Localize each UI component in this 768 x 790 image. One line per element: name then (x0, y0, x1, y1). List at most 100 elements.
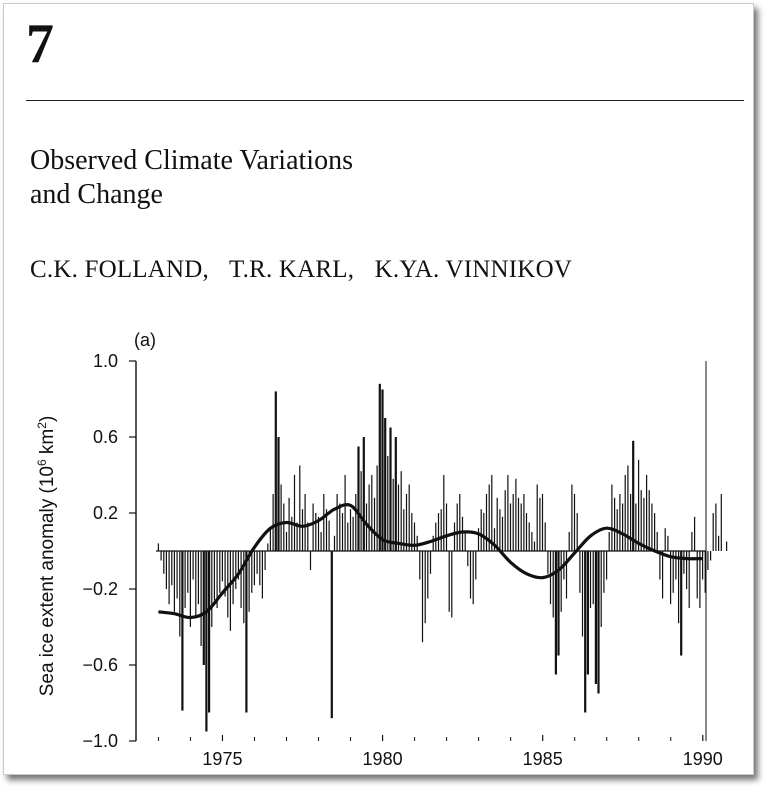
anomaly-bar (245, 551, 248, 713)
anomaly-bar (384, 418, 387, 551)
anomaly-bar (173, 551, 175, 612)
anomaly-bar (576, 513, 578, 551)
anomaly-bar (387, 456, 389, 551)
anomaly-bar (488, 484, 490, 551)
anomaly-bar (453, 522, 456, 551)
anomaly-bar (579, 551, 581, 593)
anomaly-bar (213, 551, 215, 601)
anomaly-bar (219, 551, 221, 593)
y-tick-label: −0.6 (82, 655, 118, 675)
anomaly-bar (187, 551, 189, 593)
anomaly-bar (408, 484, 410, 551)
anomaly-bar (309, 551, 312, 570)
anomaly-bar (464, 532, 466, 551)
anomaly-bar (424, 551, 426, 624)
anomaly-bar (485, 494, 488, 551)
anomaly-bar (328, 520, 330, 551)
anomaly-bar (283, 503, 285, 551)
anomaly-bar (176, 551, 178, 599)
anomaly-bar (467, 551, 469, 567)
y-tick-label: −0.2 (82, 579, 118, 599)
anomaly-bar (237, 551, 239, 580)
anomaly-bar (675, 551, 677, 580)
x-tick-label: 1980 (363, 749, 403, 769)
author-2: T.R. KARL, (229, 256, 355, 283)
anomaly-bar (376, 465, 378, 551)
anomaly-bar (712, 513, 714, 551)
anomaly-bar (680, 551, 683, 656)
anomaly-bar (539, 497, 541, 551)
anomaly-bar (357, 446, 360, 551)
anomaly-bar (232, 551, 234, 605)
anomaly-bar (320, 532, 322, 551)
anomaly-bar (243, 551, 245, 624)
anomaly-bar (592, 551, 594, 605)
anomaly-bar (648, 490, 650, 551)
x-tick-label: 1975 (202, 749, 242, 769)
anomaly-bar (472, 551, 474, 605)
anomaly-bar (360, 471, 362, 551)
anomaly-bar (654, 513, 656, 551)
x-tick-label: 1990 (683, 749, 723, 769)
anomaly-bar (662, 551, 664, 599)
anomaly-bar (344, 475, 346, 551)
anomaly-bar (427, 551, 429, 599)
y-axis-label-text: Sea ice extent anomaly (10 (37, 466, 58, 696)
anomaly-bar (317, 516, 320, 551)
anomaly-bar (261, 551, 263, 599)
anomaly-bar (448, 551, 450, 612)
anomaly-bar (694, 516, 696, 551)
anomaly-bar (517, 497, 520, 551)
anomaly-bar (451, 551, 453, 618)
anomaly-bar (368, 484, 370, 551)
anomaly-bar (715, 503, 717, 551)
anomaly-bar (456, 503, 458, 551)
anomaly-bar (635, 503, 637, 551)
anomaly-bar (469, 551, 472, 599)
anomaly-bar (352, 516, 354, 551)
anomaly-bar (296, 522, 298, 551)
anomaly-bar (285, 532, 288, 551)
anomaly-bar (192, 551, 194, 580)
anomaly-bar (397, 484, 400, 551)
y-axis-ticks: −1.0 −0.6 −0.2 0.2 0.6 1.0 (82, 351, 136, 751)
anomaly-bar (622, 503, 624, 551)
anomaly-bar (288, 497, 290, 551)
anomaly-bar (315, 513, 317, 551)
anomaly-bar (696, 551, 698, 599)
anomaly-bar (347, 522, 349, 551)
anomaly-bar (670, 551, 672, 605)
anomaly-bar (378, 383, 381, 551)
anomaly-bar (205, 551, 208, 732)
anomaly-bar (480, 509, 482, 551)
anomaly-bar (323, 494, 325, 551)
anomaly-bar (392, 478, 394, 551)
anomaly-bar (381, 389, 384, 551)
anomaly-bar (362, 437, 365, 551)
anomaly-bar (720, 494, 722, 551)
anomaly-bar (552, 551, 554, 618)
anomaly-bar (400, 471, 402, 551)
anomaly-bar (710, 551, 712, 561)
anomaly-bar (525, 513, 528, 551)
anomaly-bar (221, 551, 223, 582)
anomaly-bar (594, 551, 597, 684)
anomaly-bar (272, 494, 274, 551)
anomaly-bar (437, 513, 440, 551)
anomaly-bar (477, 528, 480, 551)
anomaly-bar (229, 551, 231, 631)
anomaly-bar (686, 551, 688, 589)
anomaly-bar (611, 484, 613, 551)
anomaly-bar (240, 551, 242, 608)
anomaly-bar (253, 551, 255, 586)
anomaly-bar (280, 484, 282, 551)
anomaly-bar (373, 497, 376, 551)
anomaly-bar (632, 440, 635, 551)
anomaly-bar (603, 551, 605, 593)
anomaly-bar (541, 494, 544, 551)
anomaly-bar (157, 543, 159, 551)
anomaly-bar (336, 494, 338, 551)
anomaly-bar (630, 494, 632, 551)
author-1: C.K. FOLLAND, (30, 256, 209, 283)
anomaly-bar (565, 551, 568, 599)
